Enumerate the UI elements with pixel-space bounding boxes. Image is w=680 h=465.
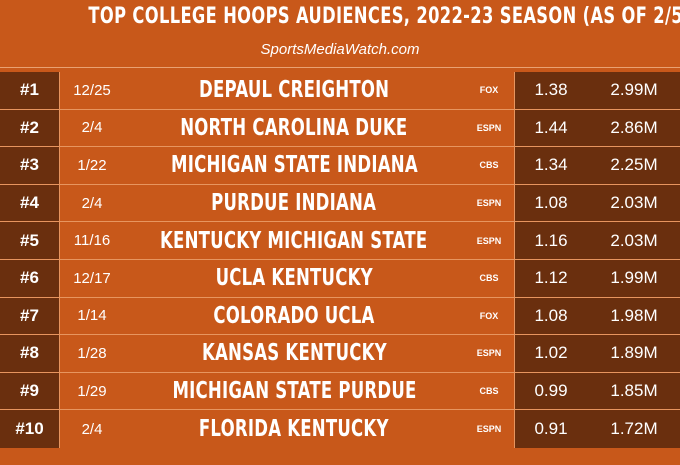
network-cell: ESPN bbox=[476, 235, 502, 246]
source-credit: SportsMediaWatch.com bbox=[260, 41, 420, 58]
table-row: #9 1/29 MICHIGAN STATE PURDUE CBS 0.99 1.85M bbox=[0, 372, 680, 411]
matchup-text: KENTUCKY MICHIGAN STATE bbox=[160, 227, 428, 254]
rating-value: 1.08 bbox=[534, 305, 568, 325]
rank-cell: #7 bbox=[0, 297, 60, 335]
network-cell: ESPN bbox=[476, 348, 502, 359]
matchup-cell: FLORIDA KENTUCKY bbox=[124, 410, 464, 448]
rating-value: 0.99 bbox=[534, 381, 568, 401]
viewers-value: 2.86M bbox=[610, 117, 658, 137]
table-row: #5 11/16 KENTUCKY MICHIGAN STATE ESPN 1.16 2.… bbox=[0, 222, 680, 260]
rating-value: 1.08 bbox=[534, 193, 568, 213]
rating-value: 1.02 bbox=[534, 343, 568, 363]
network-cell: FOX bbox=[479, 310, 499, 321]
rank-cell: #5 bbox=[0, 222, 60, 259]
date-cell: 1/28 bbox=[77, 344, 107, 362]
matchup-text: DEPAUL CREIGHTON bbox=[198, 77, 390, 104]
viewers-value: 1.89M bbox=[610, 343, 658, 363]
network-cell: ESPN bbox=[476, 198, 502, 209]
table-row: #8 1/28 KANSAS KENTUCKY ESPN 1.02 1.89M bbox=[0, 335, 680, 373]
matchup-cell: KANSAS KENTUCKY bbox=[124, 335, 464, 372]
metrics-cell: 1.16 2.03M bbox=[514, 222, 680, 259]
table-row: #2 2/4 NORTH CAROLINA DUKE ESPN 1.44 2.86M bbox=[0, 109, 680, 148]
metrics-cell: 1.34 2.25M bbox=[514, 147, 680, 184]
viewers-value: 2.03M bbox=[610, 230, 658, 250]
rank-cell: #10 bbox=[0, 410, 60, 448]
date-cell: 12/25 bbox=[73, 81, 111, 99]
table-row: #1 12/25 DEPAUL CREIGHTON FOX 1.38 2.99M bbox=[0, 72, 680, 110]
table-row: #7 1/14 COLORADO UCLA FOX 1.08 1.98M bbox=[0, 297, 680, 336]
matchup-cell: PURDUE INDIANA bbox=[124, 185, 464, 222]
rank-cell: #8 bbox=[0, 335, 60, 372]
matchup-cell: MICHIGAN STATE PURDUE bbox=[124, 373, 464, 410]
date-cell: 1/29 bbox=[77, 382, 107, 400]
metrics-cell: 0.91 1.72M bbox=[514, 410, 680, 448]
rating-value: 1.16 bbox=[534, 230, 568, 250]
date-cell: 12/17 bbox=[73, 269, 111, 287]
matchup-cell: DEPAUL CREIGHTON bbox=[124, 72, 464, 109]
rank-cell: #9 bbox=[0, 372, 60, 410]
rank-cell: #2 bbox=[0, 109, 60, 147]
date-cell: 2/4 bbox=[81, 420, 103, 438]
matchup-text: COLORADO UCLA bbox=[213, 302, 375, 329]
metrics-cell: 0.99 1.85M bbox=[514, 372, 680, 410]
viewers-value: 1.98M bbox=[610, 305, 658, 325]
table-row: #3 1/22 MICHIGAN STATE INDIANA CBS 1.34 2.25M bbox=[0, 147, 680, 185]
network-cell: CBS bbox=[479, 160, 499, 171]
matchup-text: PURDUE INDIANA bbox=[211, 190, 377, 217]
metrics-cell: 1.38 2.99M bbox=[514, 72, 680, 109]
metrics-cell: 1.08 2.03M bbox=[514, 184, 680, 222]
rank-cell: #6 bbox=[0, 259, 60, 297]
rating-value: 1.38 bbox=[534, 80, 568, 100]
network-cell: ESPN bbox=[476, 122, 502, 133]
table-row: #4 2/4 PURDUE INDIANA ESPN 1.08 2.03M bbox=[0, 184, 680, 223]
viewers-value: 2.25M bbox=[610, 155, 658, 175]
matchup-cell: MICHIGAN STATE INDIANA bbox=[124, 147, 464, 184]
matchup-text: MICHIGAN STATE PURDUE bbox=[171, 378, 417, 405]
network-cell: ESPN bbox=[476, 424, 502, 435]
table-row: #6 12/17 UCLA KENTUCKY CBS 1.12 1.99M bbox=[0, 259, 680, 298]
rank-cell: #3 bbox=[0, 147, 60, 184]
date-cell: 1/14 bbox=[77, 307, 107, 325]
network-cell: FOX bbox=[479, 85, 499, 96]
viewers-value: 1.72M bbox=[610, 419, 658, 439]
metrics-cell: 1.02 1.89M bbox=[514, 335, 680, 372]
matchup-text: UCLA KENTUCKY bbox=[215, 265, 373, 292]
matchup-cell: UCLA KENTUCKY bbox=[124, 260, 464, 297]
viewers-value: 2.99M bbox=[610, 80, 658, 100]
matchup-cell: NORTH CAROLINA DUKE bbox=[124, 110, 464, 147]
rating-value: 1.44 bbox=[534, 117, 568, 137]
viewers-value: 1.99M bbox=[610, 268, 658, 288]
matchup-text: FLORIDA KENTUCKY bbox=[199, 416, 389, 443]
date-cell: 11/16 bbox=[73, 232, 111, 250]
rating-value: 1.12 bbox=[534, 268, 568, 288]
matchup-cell: COLORADO UCLA bbox=[124, 298, 464, 335]
date-cell: 1/22 bbox=[77, 156, 107, 174]
network-cell: CBS bbox=[479, 386, 499, 397]
header: TOP COLLEGE HOOPS AUDIENCES, 2022-23 SEA… bbox=[0, 0, 680, 68]
page-title: TOP COLLEGE HOOPS AUDIENCES, 2022-23 SEA… bbox=[88, 4, 680, 29]
ratings-table: #1 12/25 DEPAUL CREIGHTON FOX 1.38 2.99M #2 2/4… bbox=[0, 72, 680, 448]
matchup-text: NORTH CAROLINA DUKE bbox=[180, 114, 408, 141]
network-cell: CBS bbox=[479, 273, 499, 284]
rating-value: 1.34 bbox=[534, 155, 568, 175]
metrics-cell: 1.44 2.86M bbox=[514, 109, 680, 147]
date-cell: 2/4 bbox=[81, 119, 103, 137]
table-row: #10 2/4 FLORIDA KENTUCKY ESPN 0.91 1.72M bbox=[0, 410, 680, 448]
viewers-value: 2.03M bbox=[610, 193, 658, 213]
date-cell: 2/4 bbox=[81, 194, 103, 212]
rating-value: 0.91 bbox=[534, 419, 568, 439]
metrics-cell: 1.12 1.99M bbox=[514, 259, 680, 297]
rank-cell: #1 bbox=[0, 72, 60, 109]
viewers-value: 1.85M bbox=[610, 381, 658, 401]
matchup-text: KANSAS KENTUCKY bbox=[201, 340, 387, 367]
matchup-text: MICHIGAN STATE INDIANA bbox=[170, 152, 418, 179]
rank-cell: #4 bbox=[0, 184, 60, 222]
matchup-cell: KENTUCKY MICHIGAN STATE bbox=[124, 222, 464, 259]
metrics-cell: 1.08 1.98M bbox=[514, 297, 680, 335]
